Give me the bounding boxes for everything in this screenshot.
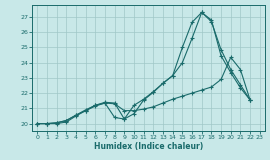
X-axis label: Humidex (Indice chaleur): Humidex (Indice chaleur) (94, 142, 203, 151)
